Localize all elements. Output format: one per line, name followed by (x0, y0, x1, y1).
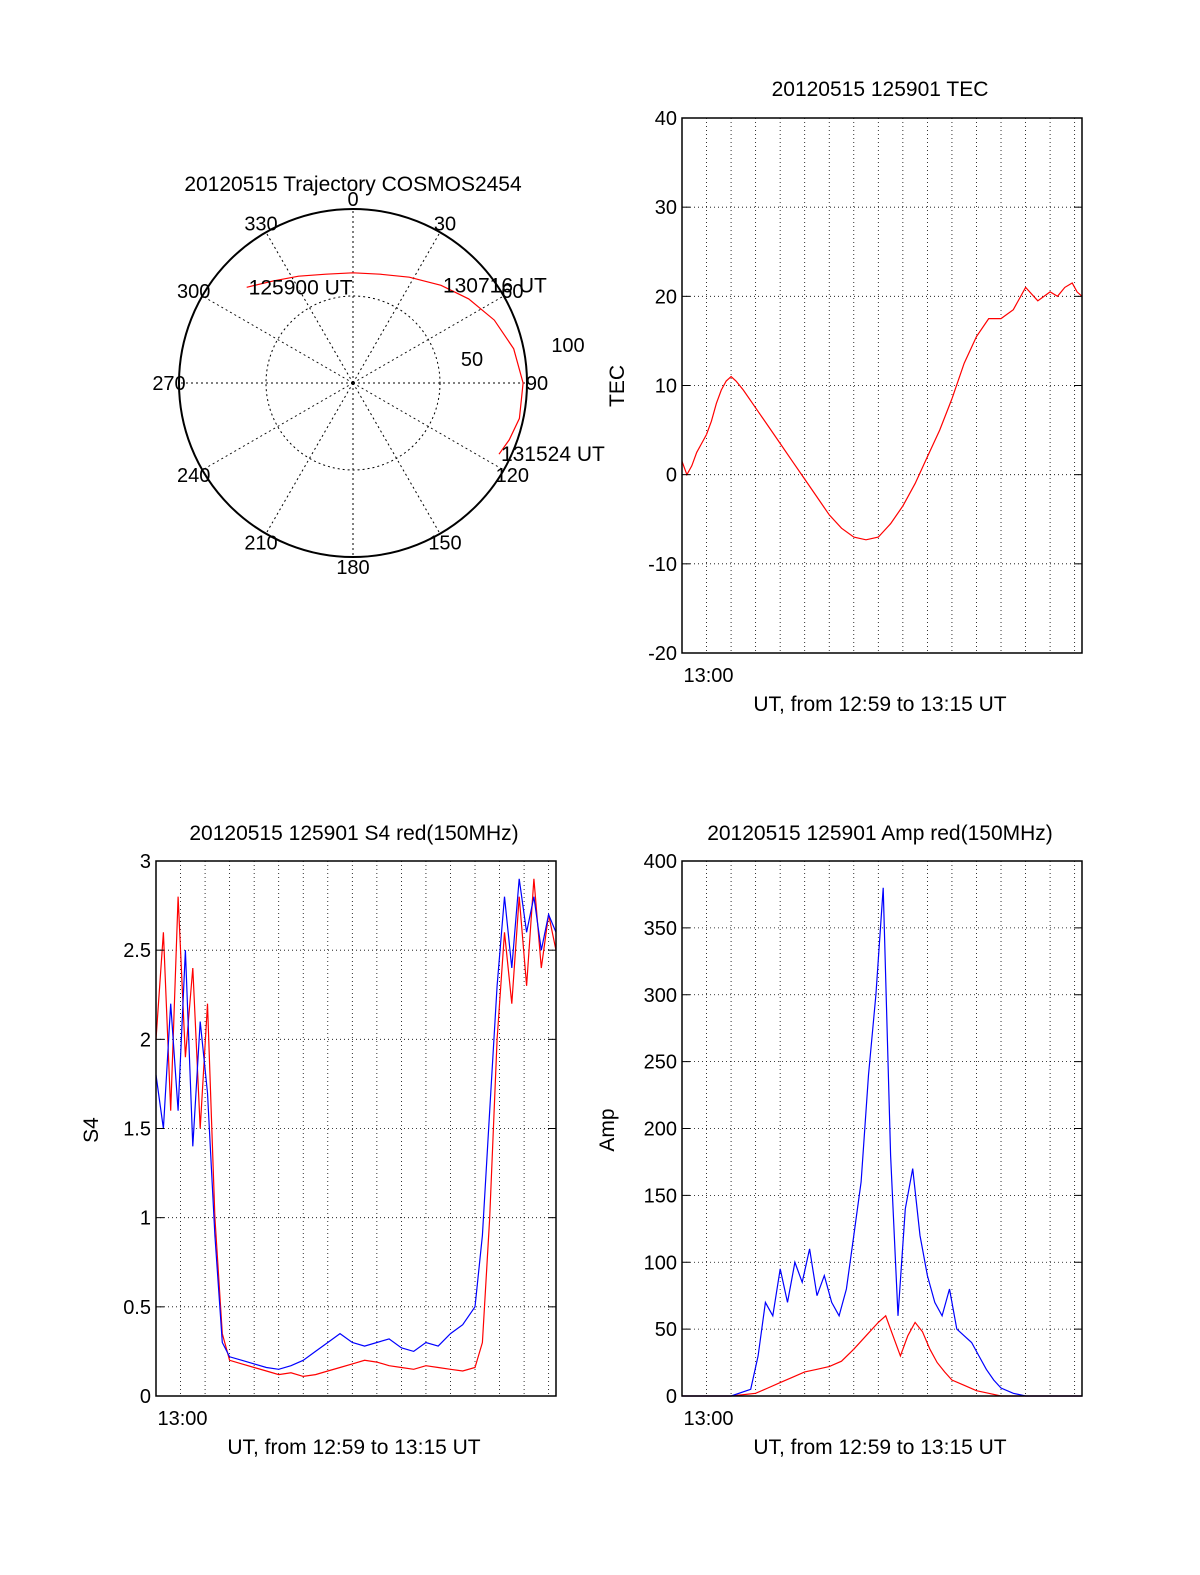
amp-ylabel: Amp (596, 1108, 619, 1151)
amp-chart: 20120515 125901 Amp red(150MHz) 0 50 100 15… (596, 822, 1083, 1459)
polar-azimuth-label: 210 (244, 532, 277, 554)
tec-ytick-label: 40 (655, 108, 677, 130)
s4-ytick-label: 3 (140, 851, 151, 873)
polar-spoke (265, 232, 354, 384)
amp-red-series-line (682, 1314, 1082, 1397)
s4-xlabel: UT, from 12:59 to 13:15 UT (227, 1436, 480, 1459)
amp-ytick-label: 400 (644, 851, 677, 873)
track-start-label: 125900 UT (249, 276, 353, 299)
tec-chart: 20120515 125901 TEC -20 -10 0 10 20 30 40 13:0… (606, 78, 1083, 716)
tec-xlabel: UT, from 12:59 to 13:15 UT (753, 693, 1006, 716)
amp-title: 20120515 125901 Amp red(150MHz) (707, 822, 1053, 845)
track-end-label: 131524 UT (501, 443, 605, 466)
polar-ring-label-50: 50 (461, 349, 483, 371)
tec-ytick-label: 0 (666, 465, 677, 487)
tec-ytick-label: -20 (648, 643, 677, 665)
polar-spoke (352, 382, 441, 534)
polar-spoke (265, 382, 354, 534)
amp-ytick-label: 0 (666, 1386, 677, 1408)
polar-azimuth-label: 240 (177, 465, 210, 487)
tec-ytick-label: 10 (655, 376, 677, 398)
polar-spoke (352, 295, 504, 384)
amp-ytick-label: 200 (644, 1119, 677, 1141)
amp-ytick-label: 50 (655, 1319, 677, 1341)
polar-spoke (352, 232, 441, 384)
polar-spoke (202, 382, 354, 471)
s4-ytick-label: 2.5 (123, 940, 151, 962)
tec-ytick-label: -10 (648, 554, 677, 576)
tec-ytick-label: 30 (655, 197, 677, 219)
s4-ytick-label: 2 (140, 1029, 151, 1051)
amp-ytick-label: 250 (644, 1052, 677, 1074)
s4-blue-series-line (155, 878, 557, 1370)
s4-ylabel: S4 (80, 1117, 103, 1143)
satellite-track-line (246, 272, 524, 455)
tec-ylabel: TEC (606, 365, 629, 407)
polar-azimuth-label: 90 (526, 373, 548, 395)
polar-azimuth-label: 270 (152, 373, 185, 395)
polar-azimuth-label: 0 (347, 189, 358, 211)
polar-trajectory-chart: 20120515 Trajectory COSMOS2454 0 30 60 90 12… (152, 173, 605, 579)
amp-ytick-label: 100 (644, 1252, 677, 1274)
polar-spoke (352, 382, 504, 471)
s4-ytick-label: 0.5 (123, 1297, 151, 1319)
polar-title: 20120515 Trajectory COSMOS2454 (184, 173, 522, 196)
polar-azimuth-label: 150 (428, 532, 461, 554)
s4-red-series-line (155, 878, 557, 1378)
s4-chart: 20120515 125901 S4 red(150MHz) 0 0.5 1 1.5 2… (80, 822, 557, 1459)
amp-ytick-label: 300 (644, 985, 677, 1007)
polar-outer-circle (178, 208, 528, 558)
amp-xlabel: UT, from 12:59 to 13:15 UT (753, 1436, 1006, 1459)
polar-azimuth-label: 30 (434, 214, 456, 236)
amp-xtick-label: 13:00 (684, 1408, 734, 1430)
polar-azimuth-label: 300 (177, 281, 210, 303)
s4-ytick-label: 0 (140, 1386, 151, 1408)
polar-azimuth-label: 120 (496, 465, 529, 487)
polar-azimuth-label: 180 (336, 557, 369, 579)
amp-blue-series-line (682, 887, 1082, 1397)
tec-ytick-label: 20 (655, 286, 677, 308)
polar-azimuth-label: 60 (501, 281, 523, 303)
polar-ring-label-100: 100 (551, 335, 584, 357)
track-mid-label: 130716 UT (443, 274, 547, 297)
s4-title: 20120515 125901 S4 red(150MHz) (189, 822, 518, 845)
tec-xtick-label: 13:00 (684, 665, 734, 687)
s4-ytick-label: 1.5 (123, 1119, 151, 1141)
s4-xtick-label: 13:00 (158, 1408, 208, 1430)
polar-spoke (202, 295, 354, 384)
amp-ytick-label: 350 (644, 918, 677, 940)
amp-ytick-label: 150 (644, 1185, 677, 1207)
tec-title: 20120515 125901 TEC (772, 78, 989, 101)
tec-series-line (681, 282, 1083, 541)
s4-ytick-label: 1 (140, 1208, 151, 1230)
polar-azimuth-label: 330 (244, 214, 277, 236)
